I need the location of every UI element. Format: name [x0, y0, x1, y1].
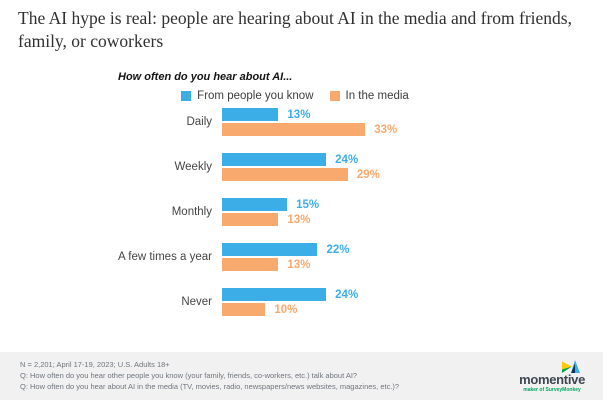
- value-label-media: 10%: [274, 303, 298, 316]
- category-label: Monthly: [171, 206, 212, 218]
- legend-label-know: From people you know: [197, 90, 314, 102]
- momentive-logo: momentive maker of SurveyMonkey: [519, 359, 585, 400]
- bar-media: [222, 123, 366, 136]
- legend-item-know: From people you know: [181, 90, 314, 102]
- value-label-know: 24%: [335, 288, 359, 301]
- chart-row-weekly: Weekly 24% 29%: [118, 153, 397, 181]
- chart-legend: From people you know In the media: [118, 90, 472, 102]
- bar-chart: Daily 13% 33% Weekly 24% 29% Month: [118, 108, 397, 333]
- bar-know: [222, 288, 327, 301]
- value-label-know: 24%: [335, 153, 359, 166]
- bar-know: [222, 198, 288, 211]
- legend-item-media: In the media: [329, 90, 409, 102]
- value-label-media: 33%: [374, 123, 398, 136]
- chart-row-monthly: Monthly 15% 13%: [118, 198, 397, 226]
- bar-media: [222, 213, 279, 226]
- question-1: Q: How often do you hear other people yo…: [20, 371, 358, 380]
- chart-row-never: Never 24% 10%: [118, 288, 397, 316]
- bar-group: 22% 13%: [222, 243, 350, 271]
- bar-media: [222, 303, 266, 316]
- chart-row-daily: Daily 13% 33%: [118, 108, 397, 136]
- legend-swatch-media-icon: [329, 91, 340, 101]
- legend-swatch-know-icon: [181, 91, 192, 101]
- category-label: A few times a year: [118, 251, 212, 263]
- category-label: Daily: [186, 116, 212, 128]
- bar-group: 24% 29%: [222, 153, 380, 181]
- value-label-media: 13%: [287, 258, 311, 271]
- footer-bar: N = 2,201; April 17-19, 2023; U.S. Adult…: [0, 352, 603, 400]
- bar-know: [222, 153, 327, 166]
- chart-row-few-times: A few times a year 22% 13%: [118, 243, 397, 271]
- bar-media: [222, 168, 348, 181]
- question-2: Q: How often do you hear about AI in the…: [20, 382, 400, 391]
- legend-label-media: In the media: [345, 90, 409, 102]
- bar-media: [222, 258, 279, 271]
- bar-know: [222, 243, 318, 256]
- value-label-media: 29%: [356, 168, 380, 181]
- bar-group: 24% 10%: [222, 288, 358, 316]
- category-label: Never: [181, 296, 212, 308]
- category-label: Weekly: [174, 161, 213, 173]
- value-label-know: 22%: [326, 243, 350, 256]
- bar-group: 15% 13%: [222, 198, 319, 226]
- bar-know: [222, 108, 279, 121]
- momentive-tagline: maker of SurveyMonkey: [523, 387, 581, 393]
- momentive-mark-icon: [562, 360, 580, 373]
- value-label-media: 13%: [287, 213, 311, 226]
- value-label-know: 13%: [287, 108, 311, 121]
- value-label-know: 15%: [296, 198, 320, 211]
- page-title: The AI hype is real: people are hearing …: [18, 8, 572, 51]
- footer-notes: N = 2,201; April 17-19, 2023; U.S. Adult…: [20, 359, 399, 400]
- chart-subtitle: How often do you hear about AI...: [118, 71, 293, 83]
- momentive-wordmark: momentive: [519, 372, 585, 387]
- bar-group: 13% 33%: [222, 108, 397, 136]
- sample-note: N = 2,201; April 17-19, 2023; U.S. Adult…: [20, 360, 170, 369]
